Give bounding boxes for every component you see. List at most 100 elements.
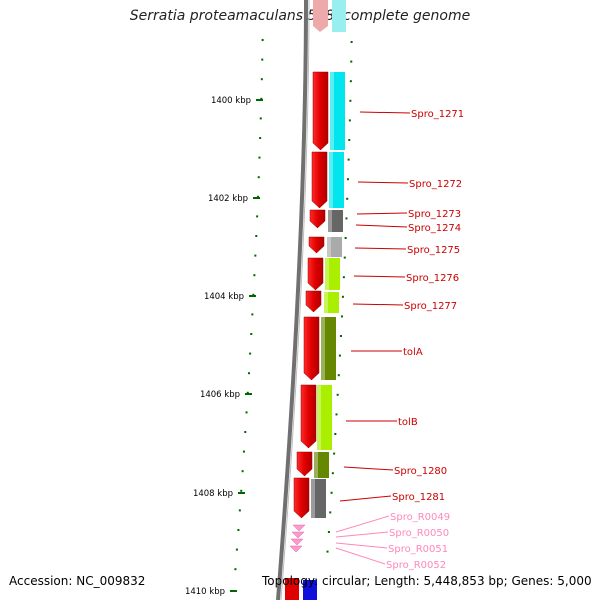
gene-label: Spro_1281 [392, 492, 445, 503]
minor-tick [259, 117, 262, 120]
label-leader-line [356, 212, 408, 215]
minor-tick-inner [334, 433, 337, 435]
gene-arrow [303, 316, 320, 381]
minor-tick-inner [338, 354, 341, 357]
rna-gene-arrow [290, 538, 304, 546]
minor-tick [260, 78, 263, 81]
minor-tick-inner [350, 41, 353, 43]
label-leader-line [359, 111, 411, 114]
gene-label: Spro_1275 [407, 245, 460, 256]
gene-arrow [293, 477, 310, 519]
minor-tick-inner [348, 139, 351, 141]
cog-box [329, 152, 344, 208]
label-leader-line [335, 547, 386, 565]
minor-tick [242, 450, 245, 453]
scale-tick: 1406 kbp [200, 390, 252, 400]
minor-tick [258, 156, 261, 159]
accession-text: Accession: NC_009832 [9, 574, 146, 588]
gene-label: Spro_1274 [408, 223, 461, 234]
label-leader-line [354, 247, 407, 250]
scale-tick-label: 1406 kbp [200, 390, 240, 400]
ticks: 1400 kbp 1402 kbp 1404 kbp 1406 kbp 1408 kbp… [185, 39, 353, 597]
label-leader-line [339, 495, 392, 502]
minor-tick [247, 372, 250, 375]
gene-label: Spro_1280 [394, 466, 447, 477]
label-leader-line [343, 466, 394, 471]
cog-box-partial-bottom [303, 580, 317, 600]
gene-arrow-partial-bottom [285, 578, 299, 600]
minor-tick [234, 568, 237, 571]
gene-label: Spro_R0050 [389, 528, 449, 539]
minor-tick-inner [349, 80, 352, 83]
minor-tick [259, 137, 262, 139]
gene-arrow [312, 71, 329, 151]
minor-tick [253, 274, 256, 277]
gene-arrow [308, 236, 325, 254]
topology-text: Topology: circular; Length: 5,448,853 bp… [262, 574, 592, 588]
cog-box [325, 258, 340, 290]
minor-tick [250, 333, 253, 335]
cog-box-partial-top [332, 0, 346, 32]
minor-tick-inner [348, 119, 351, 122]
rna-gene-arrow [291, 531, 305, 539]
minor-tick [246, 391, 249, 394]
gene-arrow [296, 451, 313, 477]
minor-tick-inner [349, 99, 352, 102]
minor-tick [261, 39, 264, 41]
scale-tick-label: 1404 kbp [204, 292, 244, 302]
minor-tick-inner [341, 295, 344, 298]
gene-arrow [309, 209, 326, 229]
label-leader-line [355, 224, 408, 228]
gene-arrow [300, 384, 317, 449]
cog-box [314, 452, 329, 478]
minor-tick [235, 548, 238, 551]
minor-tick-inner [339, 335, 342, 337]
cog-box [330, 72, 345, 150]
minor-tick [260, 97, 263, 100]
scale-tick: 1410 kbp [185, 587, 237, 597]
gene-label: tolB [398, 417, 418, 428]
minor-tick-inner [343, 256, 346, 259]
gene-arrow-partial-top [313, 0, 328, 32]
gene-arrow [307, 257, 324, 291]
scale-tick: 1404 kbp [204, 292, 256, 302]
label-leader-line [335, 542, 388, 549]
gene-label: Spro_1277 [404, 301, 457, 312]
minor-tick [244, 431, 247, 433]
minor-tick [252, 293, 255, 296]
minor-tick-inner [333, 452, 336, 455]
cog-box [327, 237, 342, 257]
minor-tick [249, 352, 252, 355]
minor-tick-inner [342, 276, 345, 279]
minor-tick-inner [331, 472, 334, 475]
gene-arrow [305, 290, 322, 313]
gene-label: Spro_1271 [411, 109, 464, 120]
minor-tick-inner [327, 531, 330, 533]
minor-tick-inner [345, 217, 348, 220]
minor-tick-inner [347, 158, 350, 161]
gene-label: Spro_R0052 [386, 560, 446, 571]
gene-label: tolA [403, 347, 423, 358]
minor-tick-inner [330, 491, 333, 494]
minor-tick [238, 509, 241, 512]
cog-box [328, 210, 343, 232]
minor-tick [237, 529, 240, 531]
gene-label: Spro_1273 [408, 209, 461, 220]
minor-tick-inner [337, 374, 340, 377]
label-leader-line [352, 303, 404, 306]
label-leader-line [335, 515, 390, 533]
cog-box [324, 292, 339, 313]
minor-tick-inner [335, 413, 338, 416]
scale-tick-label: 1410 kbp [185, 587, 225, 597]
scale-tick: 1408 kbp [193, 489, 245, 499]
minor-tick-inner [346, 197, 349, 200]
minor-tick [241, 470, 244, 473]
minor-tick [256, 195, 259, 198]
gene-label: Spro_1272 [409, 179, 462, 190]
genome-backbone [276, 0, 308, 600]
scale-tick: 1400 kbp [211, 96, 263, 106]
minor-tick-inner [336, 393, 339, 396]
minor-tick [251, 313, 254, 316]
minor-tick-inner [344, 237, 347, 239]
